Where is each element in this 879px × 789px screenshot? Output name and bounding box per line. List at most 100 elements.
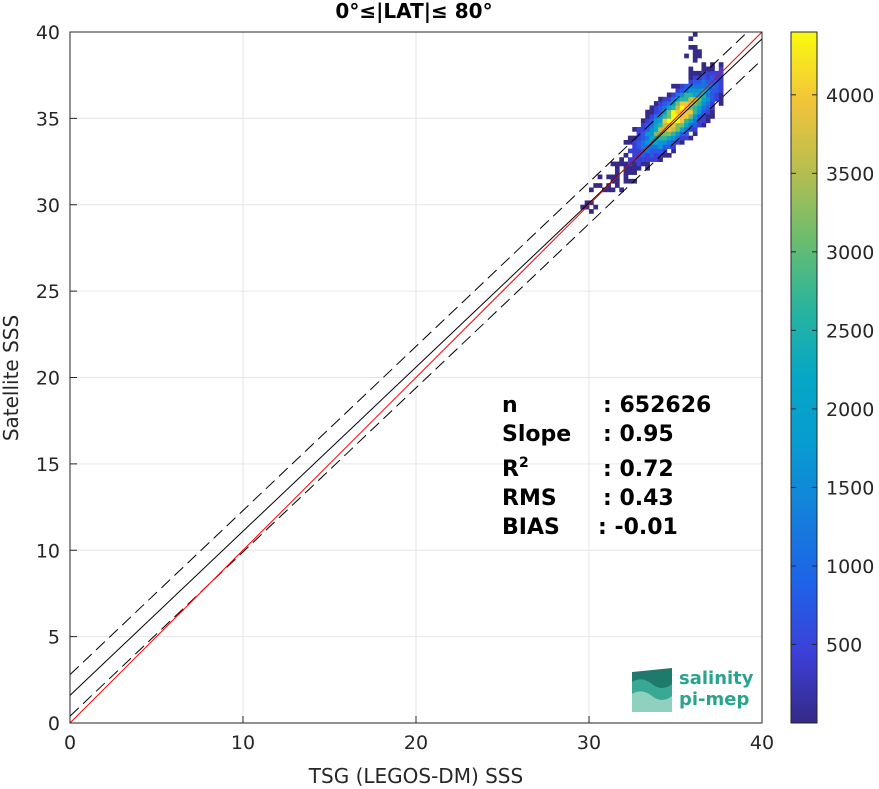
density-cell <box>614 165 620 171</box>
density-cell <box>614 178 620 184</box>
density-cell <box>623 178 629 184</box>
density-cell <box>701 118 707 124</box>
density-cell <box>679 127 685 132</box>
density-cell <box>684 88 689 93</box>
density-cell <box>649 131 655 137</box>
density-cell <box>593 183 599 188</box>
density-cell <box>697 53 702 59</box>
density-cell <box>684 109 689 115</box>
density-cell <box>697 105 702 111</box>
density-cell <box>710 105 715 111</box>
colorbar-tick-label: 1500 <box>826 477 874 499</box>
density-cell <box>684 83 689 89</box>
density-cell <box>662 109 668 115</box>
density-cell <box>718 88 724 93</box>
density-cell <box>671 96 676 102</box>
density-cell <box>658 122 663 128</box>
density-cell <box>649 157 655 162</box>
density-cell <box>692 57 698 63</box>
density-cell <box>662 148 668 154</box>
density-cell <box>718 62 724 67</box>
density-cell <box>597 183 603 188</box>
stat-value: : 0.72 <box>603 457 674 482</box>
density-cell <box>645 127 650 132</box>
y-tick-label: 0 <box>48 713 60 735</box>
y-tick-label: 15 <box>36 454 60 476</box>
density-cell <box>671 109 676 115</box>
density-cell <box>636 131 642 137</box>
density-cell <box>627 148 633 154</box>
density-cell <box>645 135 650 141</box>
density-cell <box>679 83 685 89</box>
colorbar-tick-label: 1000 <box>826 556 874 578</box>
density-cell <box>692 122 698 128</box>
density-cell <box>684 92 689 98</box>
x-axis-label: TSG (LEGOS-DM) SSS <box>308 764 523 788</box>
density-cell <box>645 139 650 145</box>
density-cell <box>632 170 637 175</box>
density-cell <box>649 105 655 111</box>
density-cell <box>645 114 650 119</box>
density-cell <box>662 118 668 124</box>
density-cell <box>705 96 711 102</box>
density-cell <box>627 157 633 162</box>
density-cell <box>714 83 720 89</box>
density-cell <box>688 75 694 80</box>
density-cell <box>705 92 711 98</box>
density-cell <box>640 157 646 162</box>
density-cell <box>640 161 646 167</box>
density-cell <box>623 152 629 158</box>
density-cell <box>697 79 702 85</box>
density-cell <box>692 114 698 119</box>
density-cell <box>666 135 672 141</box>
density-cell <box>701 83 707 89</box>
density-cell <box>697 49 702 54</box>
density-cell <box>623 170 629 175</box>
density-cell <box>692 88 698 93</box>
density-cell <box>632 165 637 171</box>
density-cell <box>640 144 646 150</box>
colorbar-tick-label: 2500 <box>826 320 874 342</box>
one-to-one-line <box>69 31 763 724</box>
density-cell <box>697 88 702 93</box>
density-cell <box>580 204 586 210</box>
density-cell <box>653 101 659 106</box>
density-cell <box>649 118 655 124</box>
density-cell <box>619 161 624 167</box>
colorbar-tick-label: 3500 <box>826 163 874 185</box>
density-cell <box>718 96 724 102</box>
density-cell <box>710 92 715 98</box>
density-cell <box>662 144 668 150</box>
density-cell <box>662 122 668 128</box>
density-cell <box>714 70 720 76</box>
density-cell <box>653 148 659 154</box>
density-cell <box>705 70 711 76</box>
density-cell <box>718 66 724 72</box>
density-cell <box>714 96 720 102</box>
density-cell <box>675 118 681 124</box>
regression-band-line <box>69 31 748 675</box>
density-cell <box>688 44 694 50</box>
colorbar <box>790 31 818 724</box>
colorbar-tick-label: 2000 <box>826 399 874 421</box>
density-cell <box>692 79 698 85</box>
density-cell <box>658 148 663 154</box>
density-cell <box>658 144 663 150</box>
density-cell <box>684 135 689 141</box>
density-cell <box>653 157 659 162</box>
density-cell <box>623 161 629 167</box>
density-cell <box>692 83 698 89</box>
density-cell <box>710 66 715 72</box>
density-cell <box>610 161 616 167</box>
density-cell <box>675 122 681 128</box>
density-cell <box>645 118 650 124</box>
density-cell <box>705 75 711 80</box>
density-cell <box>645 161 650 167</box>
density-cell <box>692 101 698 106</box>
density-cell <box>710 96 715 102</box>
density-cell <box>679 139 685 145</box>
density-cell <box>671 144 676 150</box>
density-cell <box>627 135 633 141</box>
density-cell <box>632 144 637 150</box>
